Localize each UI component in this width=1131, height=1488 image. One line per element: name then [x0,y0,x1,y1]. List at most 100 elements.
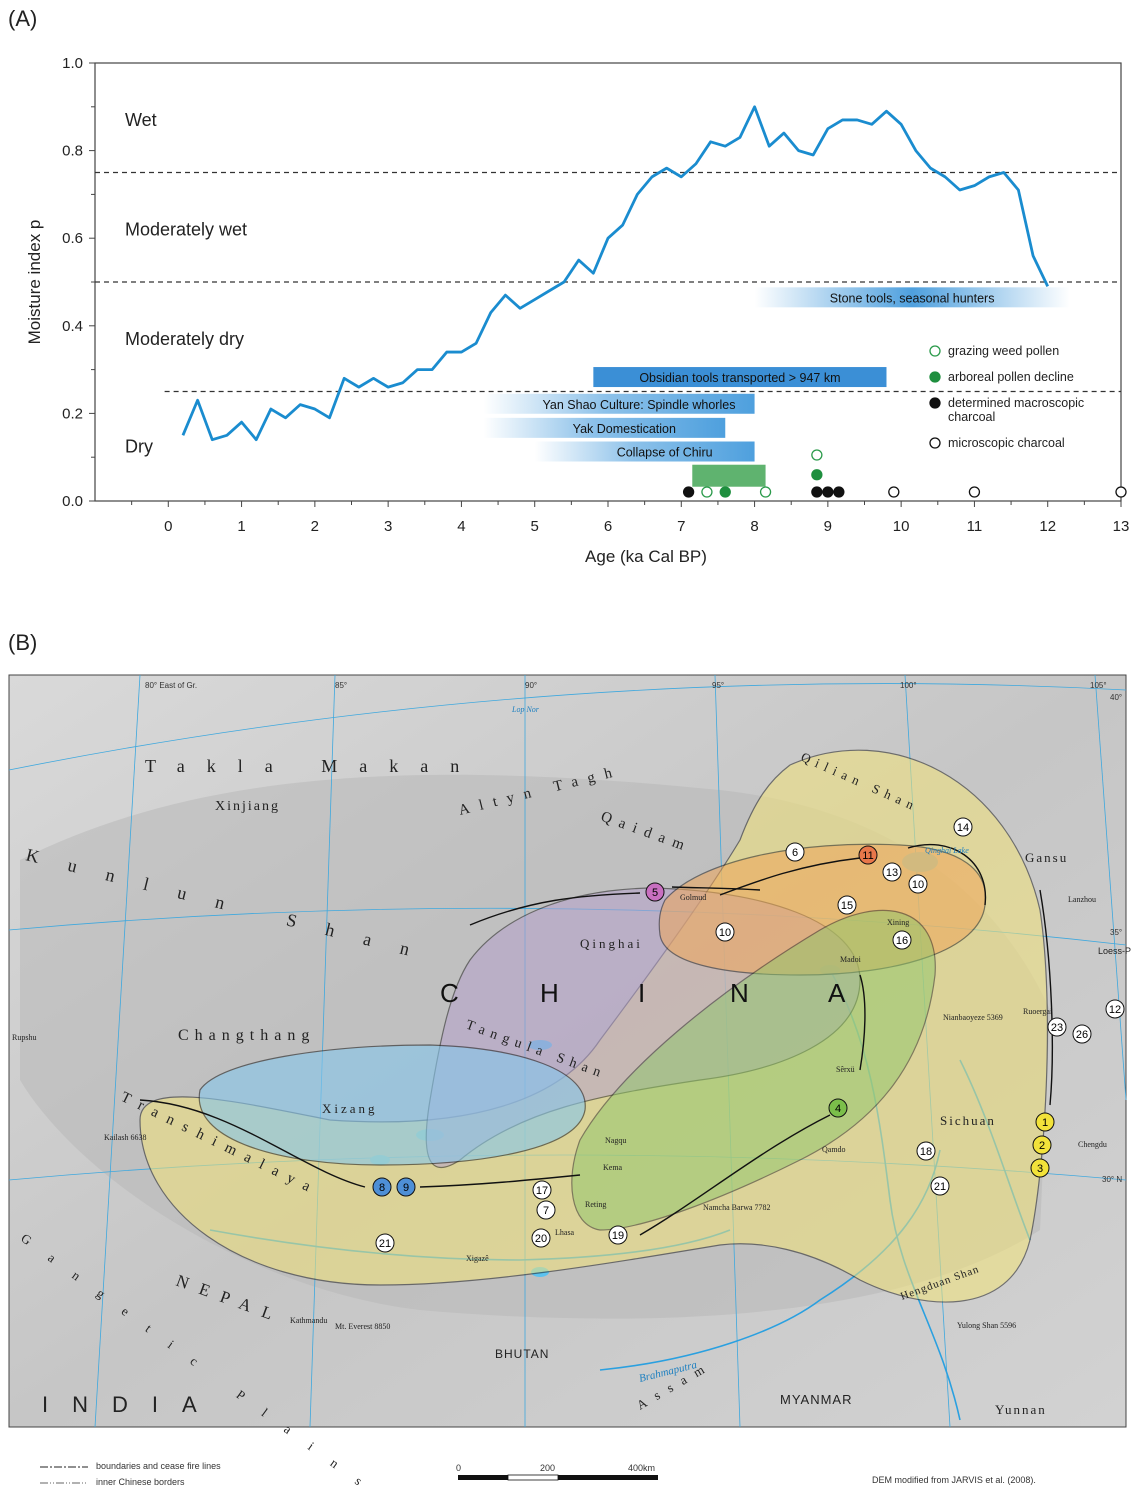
site-21-b: 21 [930,1176,950,1196]
x-tick-label: 13 [1113,518,1130,535]
svg-text:19: 19 [612,1230,624,1242]
svg-text:2: 2 [1039,1140,1045,1152]
x-tick-label: 10 [893,518,910,535]
zone-label: Dry [125,436,153,456]
y-tick-label: 0.2 [62,405,83,422]
site-11: 11 [858,845,878,865]
china-letter-a: A [828,978,846,1008]
x-tick-label: 5 [531,518,539,535]
x-tick-label: 12 [1039,518,1056,535]
legend-label: charcoal [948,410,995,424]
site-21-a: 21 [375,1233,395,1253]
grat-35: 35° [1110,928,1122,937]
place-xigaze: Xigazê [466,1254,489,1263]
grat-105: 105° [1090,681,1107,690]
legend-boundaries: boundaries and cease fire lines [96,1461,221,1471]
site-1: 1 [1035,1112,1055,1132]
scale-400: 400km [628,1463,656,1473]
china-letter-c: C [440,978,459,1008]
place-rupshu: Rupshu [12,1033,36,1042]
label-sichuan: Sichuan [940,1113,996,1128]
svg-text:7: 7 [543,1205,549,1217]
site-23: 23 [1047,1017,1067,1037]
data-marker [811,469,823,481]
site-7: 7 [536,1200,556,1220]
legend-marker [929,397,941,409]
svg-text:4: 4 [835,1103,841,1115]
data-marker [759,486,772,498]
timeline-bar [593,367,887,388]
data-marker [822,486,834,498]
china-letter-n: N [730,978,749,1008]
zone-label: Moderately wet [125,219,247,239]
svg-text:18: 18 [920,1146,932,1158]
grat-30: 30° N [1102,1175,1122,1184]
label-changthang: Changthang [178,1027,315,1044]
y-tick-label: 0.6 [62,230,83,247]
place-qamdo: Qamdo [822,1145,846,1154]
place-yulong-shan: Yulong Shan 5596 [957,1321,1016,1330]
site-3: 3 [1030,1158,1050,1178]
legend-marker [929,371,941,383]
data-marker [811,486,823,498]
svg-text:6: 6 [792,847,798,859]
site-4: 4 [828,1098,848,1118]
site-18: 18 [916,1141,936,1161]
site-2: 2 [1032,1135,1052,1155]
place-lop-nor: Lop Nor [511,705,540,714]
svg-text:20: 20 [535,1233,547,1245]
site-20: 20 [531,1228,551,1248]
panel-a-label: (A) [8,6,38,31]
legend-label: grazing weed pollen [948,344,1059,358]
site-19: 19 [608,1225,628,1245]
x-tick-label: 8 [750,518,758,535]
place-kema: Kema [603,1163,623,1172]
data-marker [719,486,731,498]
y-tick-label: 1.0 [62,55,83,72]
place-lanzhou: Lanzhou [1068,895,1096,904]
place-ruoergai: Ruoergai [1023,1007,1053,1016]
place-chengdu: Chengdu [1078,1140,1107,1149]
grat-40: 40° [1110,693,1122,702]
grat-85: 85° [335,681,347,690]
svg-text:11: 11 [862,850,873,862]
x-tick-label: 9 [824,518,832,535]
place-nagqu: Nagqu [605,1136,626,1145]
x-tick-label: 7 [677,518,685,535]
place-everest: Mt. Everest 8850 [335,1322,390,1331]
label-xinjiang: Xinjiang [215,799,280,814]
legend-marker [929,345,941,357]
zone-blue [198,1044,586,1166]
y-axis-label: Moisture index p [25,220,44,345]
svg-text:26: 26 [1076,1029,1088,1041]
place-namcha-barwa: Namcha Barwa 7782 [703,1203,771,1212]
data-marker [968,486,981,498]
map-credit: DEM modified from JARVIS et al. (2008). [872,1475,1036,1485]
site-15: 15 [837,895,857,915]
place-lhasa: Lhasa [555,1228,575,1237]
legend-label: determined macroscopic [948,396,1084,410]
chart-legend: grazing weed pollen arboreal pollen decli… [929,344,1084,450]
site-12: 12 [1105,999,1125,1019]
y-tick-label: 0.4 [62,318,83,335]
place-madoi: Madoi [840,955,862,964]
x-tick-label: 2 [311,518,319,535]
label-qinghai: Qinghai [580,936,643,951]
x-tick-label: 1 [237,518,245,535]
moisture-chart: Wet Moderately wet Moderately dry Dry Stone… [25,55,1130,566]
timeline-bar [483,393,755,414]
grat-95: 95° [712,681,724,690]
grat-80: 80° East of Gr. [145,681,197,690]
svg-text:23: 23 [1051,1022,1063,1034]
legend-label: microscopic charcoal [948,436,1065,450]
place-nianbaoyeze: Nianbaoyeze 5369 [943,1013,1003,1022]
timeline-bar [754,287,1070,308]
timeline-bar-label: Yan Shao Culture: Spindle whorles [543,398,736,412]
legend-marker [929,437,941,449]
map-footer [40,1466,658,1484]
timeline-bar-label: Collapse of Chiru [617,446,713,460]
svg-text:5: 5 [652,887,658,899]
svg-text:17: 17 [536,1185,548,1197]
svg-text:14: 14 [957,822,969,834]
